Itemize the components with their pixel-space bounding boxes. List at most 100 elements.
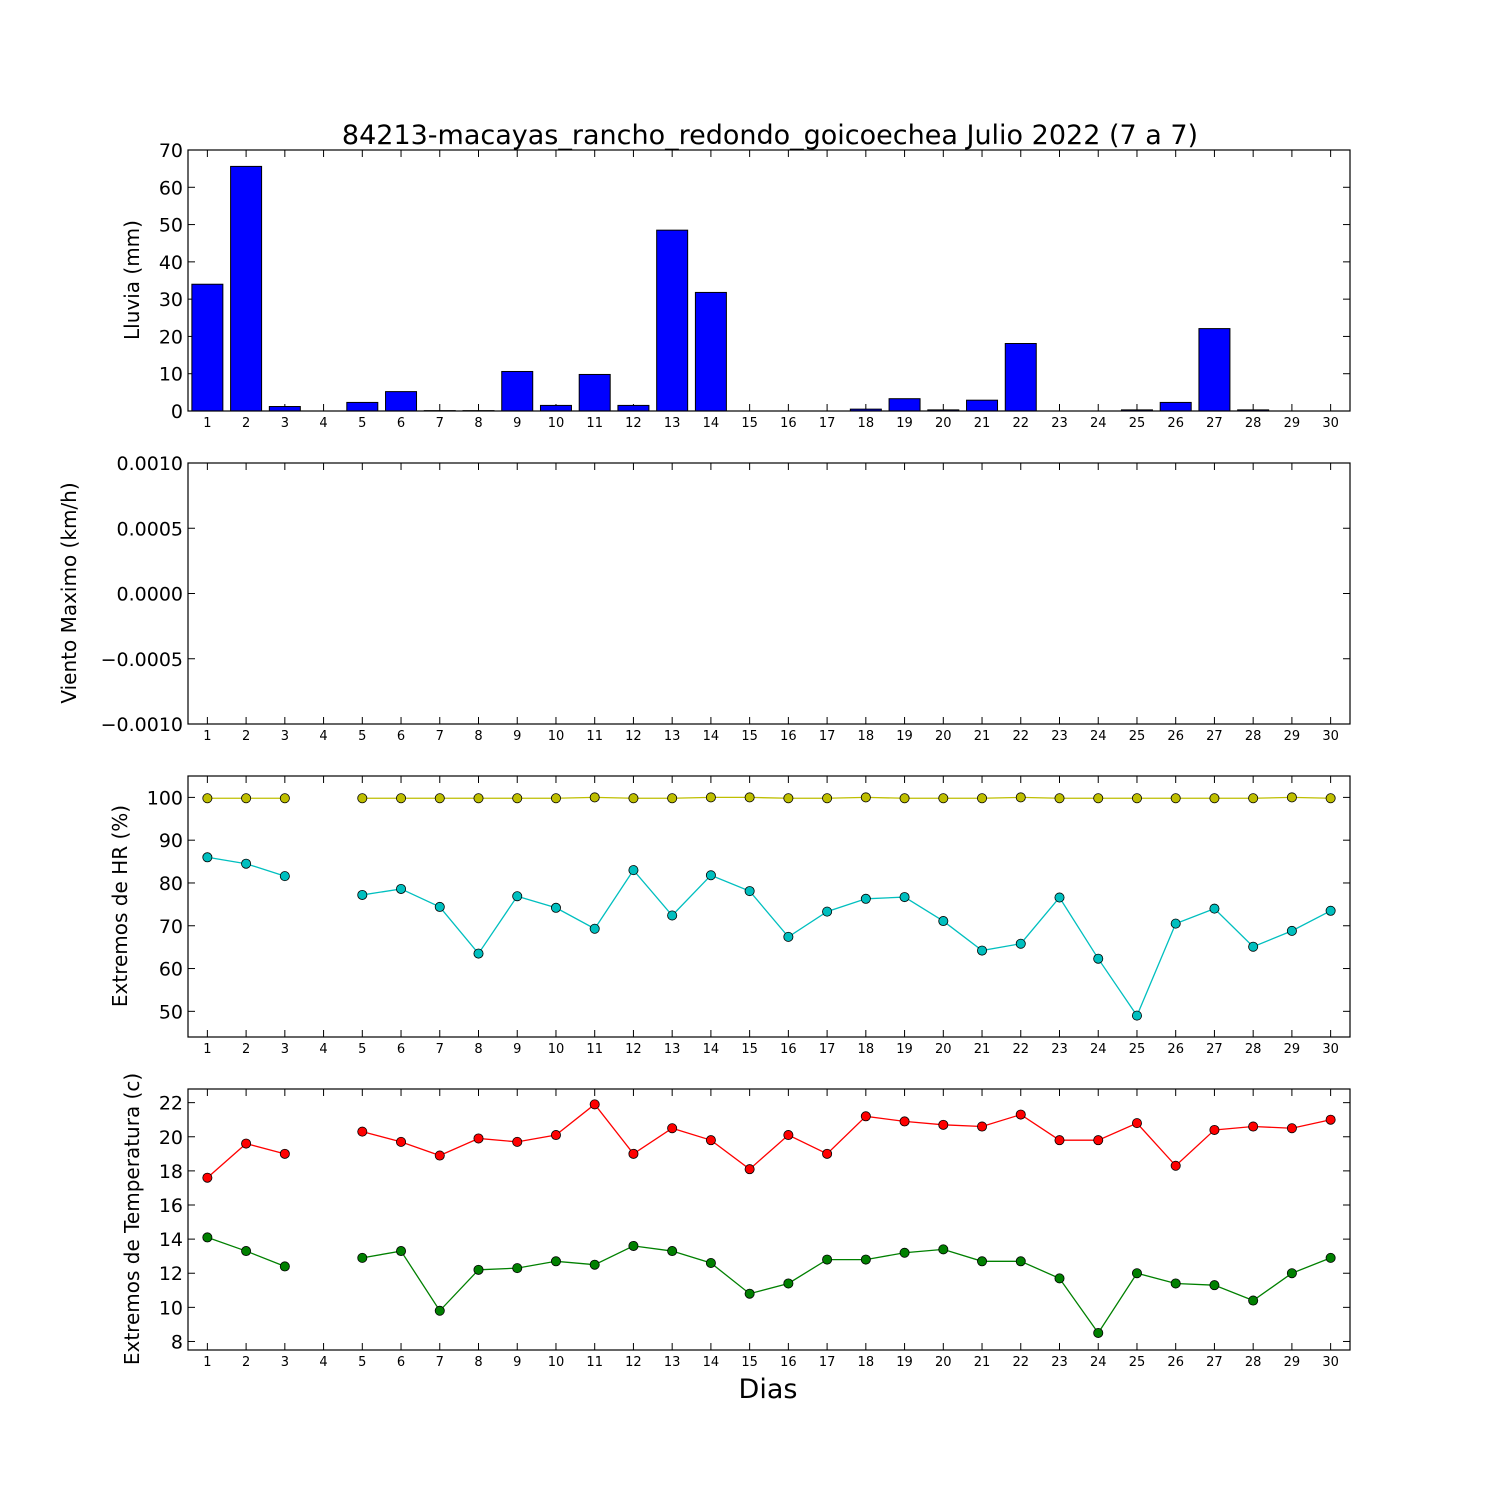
plot-area <box>188 463 1350 724</box>
data-point <box>1131 1118 1142 1129</box>
x-tick-label: 29 <box>1284 416 1301 431</box>
x-tick-label: 9 <box>513 416 521 431</box>
rain-bar <box>1159 401 1192 412</box>
x-tick-label: 2 <box>242 416 250 431</box>
x-tick-label: 26 <box>1167 1042 1184 1057</box>
data-point <box>1131 793 1142 804</box>
data-point <box>1325 1252 1336 1263</box>
y-tick-label: 40 <box>159 252 183 274</box>
data-point <box>1093 793 1104 804</box>
x-tick-label: 7 <box>436 416 444 431</box>
x-tick-label: 27 <box>1206 1042 1223 1057</box>
rain-bar <box>230 165 263 412</box>
x-tick-label: 20 <box>935 1042 952 1057</box>
data-point <box>241 793 252 804</box>
x-tick-label: 1 <box>203 416 211 431</box>
y-tick-label: 60 <box>159 959 183 981</box>
data-point <box>589 792 600 803</box>
x-tick-label: 8 <box>474 729 482 744</box>
y-tick-label: 16 <box>159 1195 183 1217</box>
x-tick-label: 23 <box>1051 416 1068 431</box>
data-point <box>628 793 639 804</box>
plot-area <box>188 150 1350 411</box>
axes-frame <box>187 149 1351 412</box>
x-tick-label: 8 <box>474 416 482 431</box>
data-point <box>667 1246 678 1257</box>
x-tick-label: 16 <box>780 1355 797 1370</box>
x-axis-label: Dias <box>739 1374 798 1405</box>
x-tick-label: 7 <box>436 1042 444 1057</box>
x-tick-label: 17 <box>819 1355 836 1370</box>
x-tick-label: 3 <box>281 416 289 431</box>
data-point <box>357 889 368 900</box>
data-point <box>357 793 368 804</box>
data-point <box>628 1148 639 1159</box>
x-tick-label: 19 <box>896 1355 913 1370</box>
data-point <box>1170 1160 1181 1171</box>
x-tick-label: 3 <box>281 729 289 744</box>
x-tick-label: 9 <box>513 1355 521 1370</box>
axes-frame <box>187 462 1351 725</box>
data-point <box>938 1119 949 1130</box>
data-point <box>202 793 213 804</box>
y-tick-label: 70 <box>159 916 183 938</box>
x-tick-label: 28 <box>1245 1355 1262 1370</box>
data-point <box>550 793 561 804</box>
data-point <box>1170 793 1181 804</box>
max-wind-axis-label: Viento Maximo (km/h) <box>57 482 81 703</box>
x-tick-label: 8 <box>474 1355 482 1370</box>
x-tick-label: 4 <box>319 416 327 431</box>
rainfall-axis-label: Lluvia (mm) <box>120 220 144 340</box>
data-point <box>1286 1123 1297 1134</box>
x-tick-label: 14 <box>703 416 720 431</box>
data-point <box>1131 1010 1142 1021</box>
x-tick-label: 30 <box>1322 729 1339 744</box>
x-tick-label: 21 <box>974 416 991 431</box>
x-tick-label: 16 <box>780 416 797 431</box>
y-tick-label: 8 <box>171 1331 183 1353</box>
data-point <box>396 793 407 804</box>
x-tick-label: 1 <box>203 1355 211 1370</box>
x-tick-label: 19 <box>896 416 913 431</box>
data-point <box>1325 1114 1336 1125</box>
rain-bar <box>539 404 572 412</box>
y-tick-label: 10 <box>159 1297 183 1319</box>
data-point <box>396 883 407 894</box>
x-tick-label: 17 <box>819 1042 836 1057</box>
data-point <box>1248 1295 1259 1306</box>
x-tick-label: 21 <box>974 729 991 744</box>
data-point <box>1015 792 1026 803</box>
x-tick-label: 29 <box>1284 729 1301 744</box>
x-tick-label: 23 <box>1051 1042 1068 1057</box>
y-tick-label: 12 <box>159 1263 183 1285</box>
plot-area <box>188 1089 1350 1350</box>
data-point <box>783 1278 794 1289</box>
x-tick-label: 24 <box>1090 729 1107 744</box>
x-tick-label: 3 <box>281 1355 289 1370</box>
data-point <box>977 945 988 956</box>
data-point <box>589 923 600 934</box>
data-point <box>241 1246 252 1257</box>
data-point <box>1286 925 1297 936</box>
x-tick-label: 13 <box>664 1042 681 1057</box>
data-point <box>589 1099 600 1110</box>
x-tick-label: 15 <box>741 1042 758 1057</box>
x-tick-label: 11 <box>586 1355 603 1370</box>
data-point <box>473 793 484 804</box>
data-point <box>434 901 445 912</box>
data-point <box>1209 1124 1220 1135</box>
x-tick-label: 24 <box>1090 1042 1107 1057</box>
x-tick-label: 16 <box>780 729 797 744</box>
y-tick-label: 50 <box>159 1001 183 1023</box>
x-tick-label: 4 <box>319 1355 327 1370</box>
x-tick-label: 18 <box>858 416 875 431</box>
x-tick-label: 1 <box>203 729 211 744</box>
x-tick-label: 10 <box>548 1355 565 1370</box>
axes-frame <box>187 1088 1351 1351</box>
x-tick-label: 25 <box>1129 1355 1146 1370</box>
x-tick-label: 20 <box>935 729 952 744</box>
x-tick-label: 30 <box>1322 1042 1339 1057</box>
data-point <box>357 1126 368 1137</box>
data-point <box>241 858 252 869</box>
